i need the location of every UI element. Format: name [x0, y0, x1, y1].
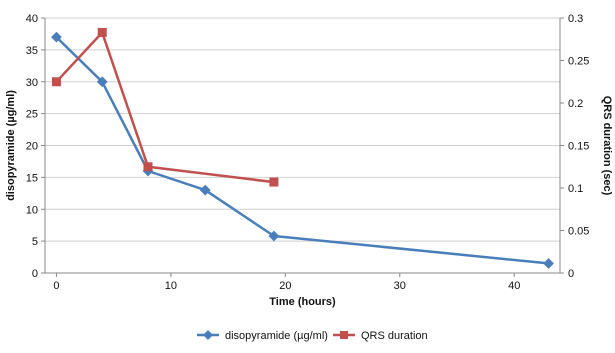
x-tick-label: 30	[394, 280, 406, 292]
right-y-tick-label: 0.25	[568, 56, 589, 68]
right-y-tick-label: 0.3	[568, 13, 583, 25]
data-point-qrs-duration-0	[51, 77, 61, 87]
data-point-qrs-duration-2	[143, 162, 153, 172]
legend: disopyramide (µg/ml) QRS duration	[197, 330, 428, 342]
x-tick-label: 0	[53, 280, 59, 292]
data-point-disopyramide-4	[268, 230, 280, 242]
x-axis-title: Time (hours)	[269, 296, 336, 308]
legend-marker-square	[340, 331, 348, 339]
grid-lines	[45, 17, 560, 274]
right-y-tick-label: 0.15	[568, 141, 589, 153]
series-line-qrs-duration	[55, 31, 275, 184]
x-tick-label: 10	[165, 280, 177, 292]
legend-marker-diamond	[203, 330, 213, 340]
legend-label-disopyramide: disopyramide (µg/ml)	[225, 330, 328, 342]
left-y-tick-label: 15	[26, 172, 38, 184]
legend-label-qrs-duration: QRS duration	[361, 330, 428, 342]
x-tick-label: 20	[279, 280, 291, 292]
axes: 0 5 10 15 20 25 30 35 40 0 0.05 0.1 0.15 0.2 0.25 0.3 0 1…	[26, 13, 590, 292]
right-y-axis-title: QRS duration (sec)	[601, 96, 613, 196]
left-y-tick-label: 5	[32, 236, 38, 248]
left-y-tick-label: 35	[26, 45, 38, 57]
left-y-tick-label: 30	[26, 77, 38, 89]
left-y-tick-label: 40	[26, 13, 38, 25]
data-point-qrs-duration-3	[269, 177, 279, 187]
right-y-tick-label: 0.2	[568, 98, 583, 110]
left-y-tick-label: 0	[32, 268, 38, 280]
left-y-tick-label: 20	[26, 141, 38, 153]
data-point-disopyramide-5	[543, 258, 554, 269]
legend-item-disopyramide: disopyramide (µg/ml)	[197, 330, 328, 342]
legend-item-qrs-duration: QRS duration	[333, 330, 428, 342]
left-y-axis-title: disopyramide (µg/ml)	[5, 90, 17, 201]
right-y-tick-label: 0.1	[568, 183, 583, 195]
left-y-tick-label: 25	[26, 109, 38, 121]
data-point-disopyramide-3	[199, 184, 211, 196]
left-y-tick-label: 10	[26, 204, 38, 216]
data-series	[51, 27, 554, 269]
x-tick-label: 40	[508, 280, 520, 292]
right-y-tick-label: 0.05	[568, 226, 589, 238]
data-point-qrs-duration-1	[97, 27, 107, 37]
series-line-disopyramide	[55, 36, 549, 265]
data-point-disopyramide-0	[51, 31, 62, 43]
axis-labels: Time (hours) disopyramide (µg/ml) QRS du…	[5, 90, 613, 308]
right-y-tick-label: 0	[568, 268, 574, 280]
data-point-disopyramide-1	[96, 76, 108, 88]
